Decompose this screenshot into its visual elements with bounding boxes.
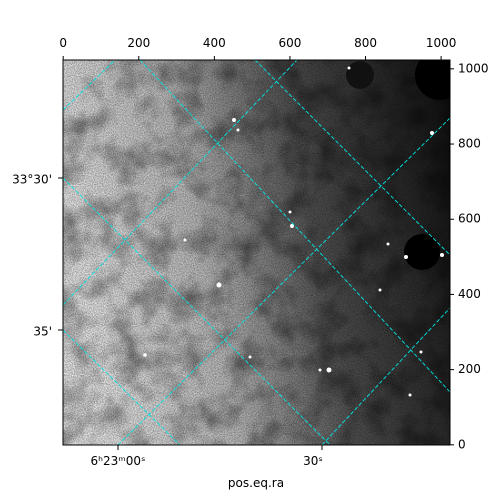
y-tick-label: 400 [458,287,481,301]
ra-tick-label: 6ʰ23ᵐ00ˢ [91,454,146,468]
grid-line [63,329,181,445]
y-tick-label: 600 [458,212,481,226]
grid-line [254,60,450,256]
y-tick-label: 800 [458,137,481,151]
y-tick-label: 1000 [458,61,489,75]
x-axis-label: pos.eq.ra [228,476,284,490]
grid-line [63,177,331,445]
wcs-grid [63,60,450,445]
y-tick-label: 0 [458,437,466,451]
x-tick-label: 800 [354,36,377,50]
grid-line [139,60,450,393]
x-tick-label: 400 [203,36,226,50]
x-tick-label: 200 [127,36,150,50]
y-tick-label: 200 [458,362,481,376]
grid-line [63,60,298,306]
x-tick-label: 0 [59,36,67,50]
x-tick-label: 1000 [426,36,457,50]
ra-tick-label: 30ˢ [303,454,323,468]
grid-line [63,60,116,111]
plot-frame [62,59,451,446]
x-tick-label: 600 [278,36,301,50]
sky-image [63,60,450,445]
grid-line [321,307,450,445]
dec-tick-label: 33°30' [12,173,52,187]
dec-tick-label: 35' [33,325,52,339]
